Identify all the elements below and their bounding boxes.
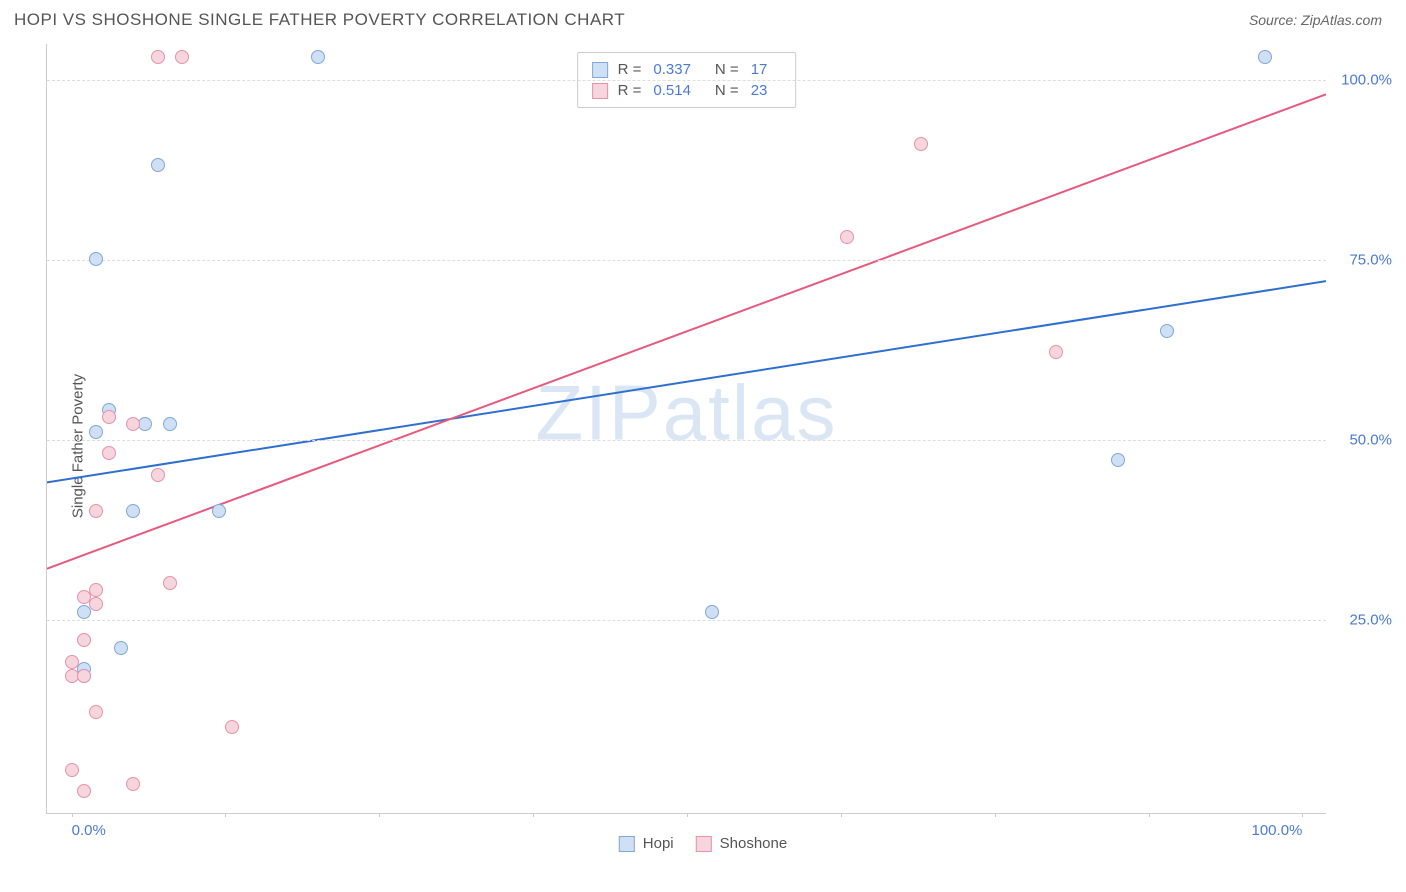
ytick-label: 75.0% (1332, 251, 1392, 268)
chart-title: HOPI VS SHOSHONE SINGLE FATHER POVERTY C… (14, 10, 625, 30)
gridline-h (47, 80, 1326, 81)
ytick-label: 100.0% (1332, 71, 1392, 88)
trendline-shoshone (47, 94, 1326, 568)
gridline-h (47, 260, 1326, 261)
point-hopi (163, 417, 177, 431)
point-shoshone (89, 597, 103, 611)
gridline-h (47, 440, 1326, 441)
xtick-label: 0.0% (72, 822, 106, 839)
point-shoshone (65, 655, 79, 669)
trendlines-layer (47, 44, 1326, 813)
chart-header: HOPI VS SHOSHONE SINGLE FATHER POVERTY C… (0, 0, 1406, 36)
point-hopi (138, 417, 152, 431)
legend-item-hopi: Hopi (619, 835, 674, 852)
xtick-minor (72, 813, 73, 817)
legend-swatch (619, 836, 635, 852)
legend-item-shoshone: Shoshone (696, 835, 788, 852)
source-attr: Source: ZipAtlas.com (1249, 12, 1382, 28)
legend-row-hopi: R = 0.337 N = 17 (592, 59, 782, 80)
point-shoshone (65, 763, 79, 777)
series-legend: Hopi Shoshone (619, 835, 787, 852)
point-shoshone (89, 504, 103, 518)
xtick-minor (1149, 813, 1150, 817)
ytick-label: 25.0% (1332, 611, 1392, 628)
point-shoshone (840, 230, 854, 244)
source-prefix: Source: (1249, 12, 1301, 28)
point-shoshone (102, 446, 116, 460)
point-shoshone (151, 468, 165, 482)
point-shoshone (126, 777, 140, 791)
xtick-minor (1302, 813, 1303, 817)
point-shoshone (77, 784, 91, 798)
xtick-label: 100.0% (1252, 822, 1303, 839)
plot-area: ZIPatlas R =0.337N =17R =0.514N =23 25.0… (46, 44, 1326, 814)
point-shoshone (126, 417, 140, 431)
point-hopi (114, 641, 128, 655)
point-shoshone (1049, 345, 1063, 359)
legend-swatch (592, 62, 608, 78)
xtick-minor (225, 813, 226, 817)
legend-swatch (592, 83, 608, 99)
point-shoshone (914, 137, 928, 151)
point-hopi (89, 252, 103, 266)
legend-label: Hopi (643, 835, 674, 852)
watermark: ZIPatlas (535, 368, 837, 459)
point-hopi (705, 605, 719, 619)
point-hopi (89, 425, 103, 439)
trendline-hopi (47, 281, 1326, 482)
source-link[interactable]: ZipAtlas.com (1301, 12, 1382, 28)
xtick-minor (841, 813, 842, 817)
point-hopi (212, 504, 226, 518)
xtick-minor (687, 813, 688, 817)
point-hopi (1111, 453, 1125, 467)
point-hopi (311, 50, 325, 64)
point-shoshone (175, 50, 189, 64)
point-shoshone (102, 410, 116, 424)
point-hopi (1258, 50, 1272, 64)
point-shoshone (225, 720, 239, 734)
r-label: R = (618, 82, 642, 99)
xtick-minor (379, 813, 380, 817)
r-label: R = (618, 61, 642, 78)
point-hopi (126, 504, 140, 518)
legend-row-shoshone: R = 0.514 N = 23 (592, 80, 782, 101)
point-shoshone (89, 705, 103, 719)
point-hopi (151, 158, 165, 172)
point-shoshone (151, 50, 165, 64)
n-value: 17 (751, 61, 768, 78)
gridline-h (47, 620, 1326, 621)
legend-swatch (696, 836, 712, 852)
n-label: N = (715, 61, 739, 78)
xtick-minor (533, 813, 534, 817)
ytick-label: 50.0% (1332, 431, 1392, 448)
n-value: 23 (751, 82, 768, 99)
xtick-minor (995, 813, 996, 817)
point-shoshone (163, 576, 177, 590)
point-shoshone (77, 669, 91, 683)
chart-container: Single Father Poverty ZIPatlas R =0.337N… (0, 36, 1406, 856)
point-shoshone (89, 583, 103, 597)
point-shoshone (77, 633, 91, 647)
r-value: 0.337 (653, 61, 691, 78)
legend-label: Shoshone (720, 835, 788, 852)
r-value: 0.514 (653, 82, 691, 99)
point-hopi (1160, 324, 1174, 338)
n-label: N = (715, 82, 739, 99)
